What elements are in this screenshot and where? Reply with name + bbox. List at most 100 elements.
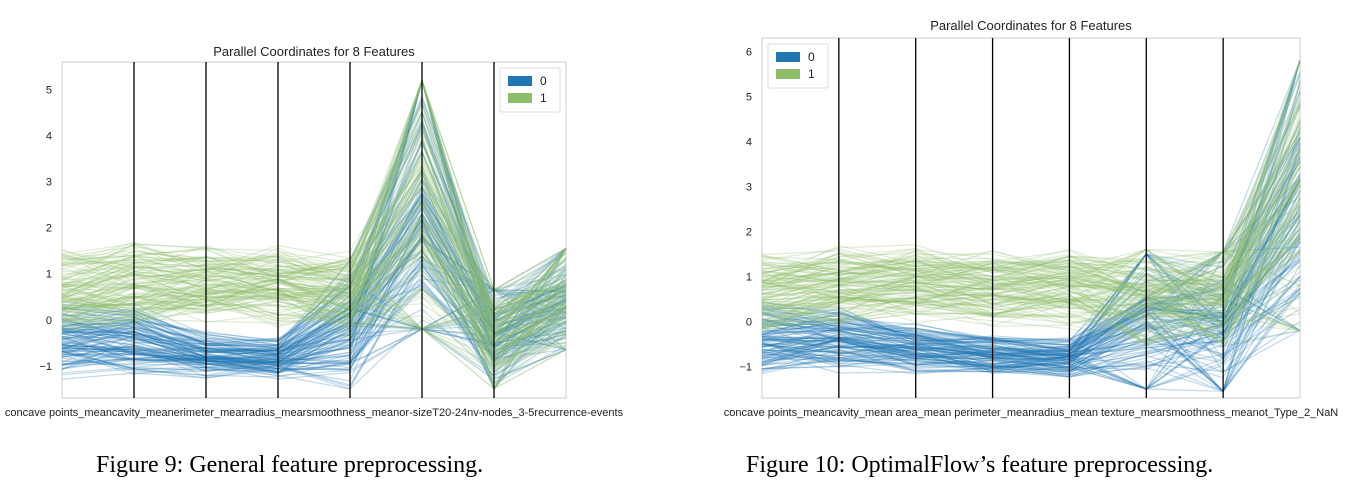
series-1-line xyxy=(61,212,567,332)
series-0-line xyxy=(61,96,567,353)
series-0-line xyxy=(61,239,567,366)
series-0-line xyxy=(761,60,1301,390)
series-1-line xyxy=(61,215,567,316)
series-0-line xyxy=(61,120,567,343)
series-0-line xyxy=(61,213,567,369)
series-1-line xyxy=(61,129,567,308)
series-1-line xyxy=(61,223,567,364)
series-0-line xyxy=(61,140,567,348)
series-0-line xyxy=(761,276,1301,367)
series-1-line xyxy=(61,168,567,390)
series-1-line xyxy=(761,131,1301,297)
series-1-line xyxy=(761,251,1301,333)
series-0-line xyxy=(761,241,1301,358)
series-0-line xyxy=(761,175,1301,365)
series-0-line xyxy=(761,132,1301,353)
series-0-line xyxy=(61,193,567,362)
series-1-line xyxy=(761,209,1301,296)
series-1-line xyxy=(761,136,1301,283)
series-1-line xyxy=(61,247,567,330)
legend: 01 xyxy=(767,43,829,89)
series-0-line xyxy=(61,149,567,361)
series-0-line xyxy=(761,215,1301,362)
series-1-line xyxy=(61,131,567,391)
series-0-line xyxy=(761,292,1301,373)
series-1-line xyxy=(61,212,567,323)
series-0-line xyxy=(761,237,1301,369)
series-0-line xyxy=(61,127,567,358)
series-0-line xyxy=(61,237,567,370)
series-1-line xyxy=(761,228,1301,317)
series-0-line xyxy=(761,276,1301,390)
series-0-line xyxy=(61,110,567,347)
series-0-line xyxy=(761,178,1301,368)
series-0-line xyxy=(761,74,1301,352)
series-1-line xyxy=(61,248,567,344)
series-1-line xyxy=(761,249,1301,315)
series-0-line xyxy=(61,205,567,361)
series-0-line xyxy=(61,235,567,361)
series-0-line xyxy=(61,95,567,346)
series-1-line xyxy=(761,60,1301,328)
series-1-line xyxy=(61,243,567,326)
series-0-line xyxy=(61,187,567,364)
legend-label-0: 0 xyxy=(808,50,815,64)
series-1-line xyxy=(761,249,1301,340)
series-1-line xyxy=(761,123,1301,297)
series-0-line xyxy=(61,203,567,355)
series-1-line xyxy=(761,298,1301,332)
series-1-line xyxy=(61,247,567,316)
legend: 01 xyxy=(499,67,561,113)
series-0-line xyxy=(61,247,567,350)
series-0-line xyxy=(61,78,567,370)
series-0-line xyxy=(61,254,567,356)
series-0-line xyxy=(61,248,567,380)
series-1-line xyxy=(61,151,567,312)
series-1-line xyxy=(61,78,567,368)
series-1-line xyxy=(761,250,1301,338)
y-tick-label: 0 xyxy=(46,315,52,327)
series-0-line xyxy=(61,78,567,374)
series-1-line xyxy=(761,178,1301,346)
series-0-line xyxy=(61,239,567,362)
series-1-line xyxy=(761,141,1301,296)
series-0-line xyxy=(61,274,567,374)
series-1-line xyxy=(61,239,567,356)
series-1-line xyxy=(61,254,567,370)
series-1-line xyxy=(61,78,567,319)
series-0-line xyxy=(761,215,1301,390)
series-1-line xyxy=(61,213,567,354)
series-0-line xyxy=(61,200,567,356)
series-0-line xyxy=(761,136,1301,350)
series-0-line xyxy=(61,141,567,359)
series-1-line xyxy=(761,228,1301,324)
series-0-line xyxy=(761,184,1301,364)
series-0-line xyxy=(61,239,567,358)
series-0-line xyxy=(761,92,1301,346)
series-0-line xyxy=(61,259,567,370)
series-0-line xyxy=(61,197,567,367)
caption-left: Figure 9: General feature preprocessing. xyxy=(96,452,484,478)
series-1-line xyxy=(761,165,1301,324)
series-0-line xyxy=(761,211,1301,357)
series-1-line xyxy=(761,175,1301,295)
series-0-line xyxy=(61,125,567,350)
series-1-line xyxy=(761,254,1301,321)
series-0-line xyxy=(761,175,1301,342)
axis-labels: concave points_meancavity_meanerimeter_m… xyxy=(5,407,624,419)
series-1-line xyxy=(761,177,1301,314)
series-1-line xyxy=(61,201,567,342)
series-1-line xyxy=(761,248,1301,332)
series-0-line xyxy=(61,118,567,350)
series-0-line xyxy=(61,78,567,367)
series-0-line xyxy=(761,121,1301,352)
series-1-line xyxy=(761,210,1301,299)
y-tick-label: 1 xyxy=(46,269,52,281)
series-0-line xyxy=(761,287,1301,390)
series-1-line xyxy=(761,234,1301,341)
series-1-line xyxy=(761,234,1301,308)
series-0-line xyxy=(61,248,567,351)
series-1-line xyxy=(761,230,1301,345)
series-1-line xyxy=(761,196,1301,309)
